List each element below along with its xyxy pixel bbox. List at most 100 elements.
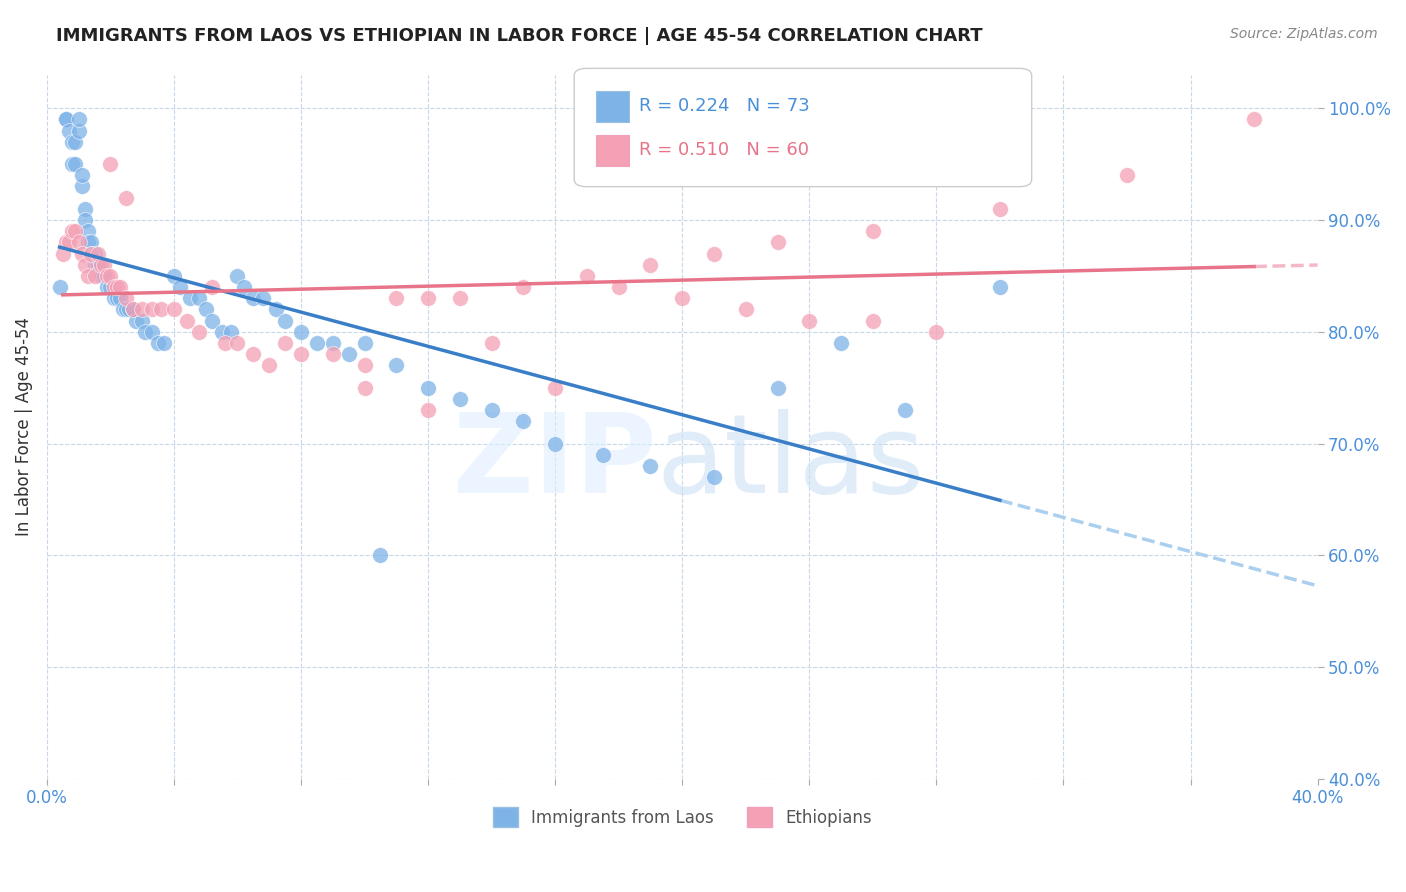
Point xyxy=(108,280,131,294)
Point xyxy=(988,202,1011,216)
Point xyxy=(226,268,249,283)
Point xyxy=(322,336,344,351)
Text: ZIP: ZIP xyxy=(454,409,657,516)
Point xyxy=(108,291,131,305)
Point xyxy=(264,302,287,317)
Point xyxy=(96,268,118,283)
Point xyxy=(60,224,83,238)
Text: R = 0.224   N = 73: R = 0.224 N = 73 xyxy=(640,97,810,115)
Point xyxy=(416,403,439,417)
Point xyxy=(93,258,115,272)
Point xyxy=(274,313,297,327)
Point xyxy=(201,313,224,327)
Point xyxy=(58,235,80,250)
Point xyxy=(77,235,100,250)
Point xyxy=(103,291,125,305)
Point xyxy=(131,302,153,317)
Point xyxy=(83,258,105,272)
Point xyxy=(55,112,77,127)
Point xyxy=(77,268,100,283)
Point xyxy=(86,258,108,272)
Point xyxy=(242,291,264,305)
Point xyxy=(481,336,503,351)
Point xyxy=(65,224,87,238)
Point xyxy=(607,280,630,294)
FancyBboxPatch shape xyxy=(596,135,628,166)
Point xyxy=(766,381,789,395)
Point xyxy=(305,336,328,351)
Point xyxy=(65,157,87,171)
Point xyxy=(48,280,70,294)
Point xyxy=(90,268,112,283)
Point xyxy=(70,169,93,183)
Point xyxy=(322,347,344,361)
Point xyxy=(150,302,173,317)
Point xyxy=(226,336,249,351)
Point xyxy=(83,246,105,260)
Point xyxy=(449,291,471,305)
Point xyxy=(77,224,100,238)
Point xyxy=(988,280,1011,294)
Text: IMMIGRANTS FROM LAOS VS ETHIOPIAN IN LABOR FORCE | AGE 45-54 CORRELATION CHART: IMMIGRANTS FROM LAOS VS ETHIOPIAN IN LAB… xyxy=(56,27,983,45)
Point xyxy=(416,291,439,305)
Point xyxy=(353,381,375,395)
Point xyxy=(73,202,96,216)
Point xyxy=(219,325,242,339)
Point xyxy=(80,246,103,260)
Point xyxy=(385,291,408,305)
Point xyxy=(115,291,138,305)
Text: atlas: atlas xyxy=(657,409,925,516)
Point xyxy=(194,302,217,317)
Point xyxy=(214,336,236,351)
Point xyxy=(93,268,115,283)
Point xyxy=(153,336,176,351)
Point xyxy=(67,112,90,127)
Point xyxy=(353,336,375,351)
Point xyxy=(131,313,153,327)
Point xyxy=(58,123,80,137)
Point xyxy=(80,246,103,260)
Point xyxy=(146,336,169,351)
Point xyxy=(232,280,254,294)
Point xyxy=(55,112,77,127)
Point xyxy=(862,224,884,238)
Point xyxy=(290,325,312,339)
Point xyxy=(100,157,122,171)
Point xyxy=(544,381,567,395)
Point xyxy=(86,246,108,260)
Point xyxy=(188,325,211,339)
Point xyxy=(96,280,118,294)
Point xyxy=(201,280,224,294)
Point xyxy=(112,302,135,317)
Point xyxy=(115,191,138,205)
Point xyxy=(65,135,87,149)
Point xyxy=(90,258,112,272)
Point xyxy=(118,302,141,317)
Point xyxy=(179,291,201,305)
Point xyxy=(640,458,662,473)
Point xyxy=(259,359,281,373)
Point xyxy=(141,302,163,317)
Point xyxy=(163,268,186,283)
Point xyxy=(93,268,115,283)
Point xyxy=(73,258,96,272)
Point xyxy=(766,235,789,250)
Text: R = 0.510   N = 60: R = 0.510 N = 60 xyxy=(640,141,808,159)
Point xyxy=(121,302,143,317)
Point xyxy=(100,280,122,294)
Point xyxy=(575,268,598,283)
Point xyxy=(640,258,662,272)
Point xyxy=(592,448,614,462)
Point xyxy=(105,280,128,294)
Point xyxy=(67,235,90,250)
Point xyxy=(134,325,156,339)
Point xyxy=(1243,112,1265,127)
Point xyxy=(60,157,83,171)
Point xyxy=(353,359,375,373)
Point xyxy=(449,392,471,406)
Point xyxy=(70,179,93,194)
Point xyxy=(671,291,693,305)
Point xyxy=(176,313,198,327)
Point xyxy=(163,302,186,317)
Point xyxy=(105,291,128,305)
